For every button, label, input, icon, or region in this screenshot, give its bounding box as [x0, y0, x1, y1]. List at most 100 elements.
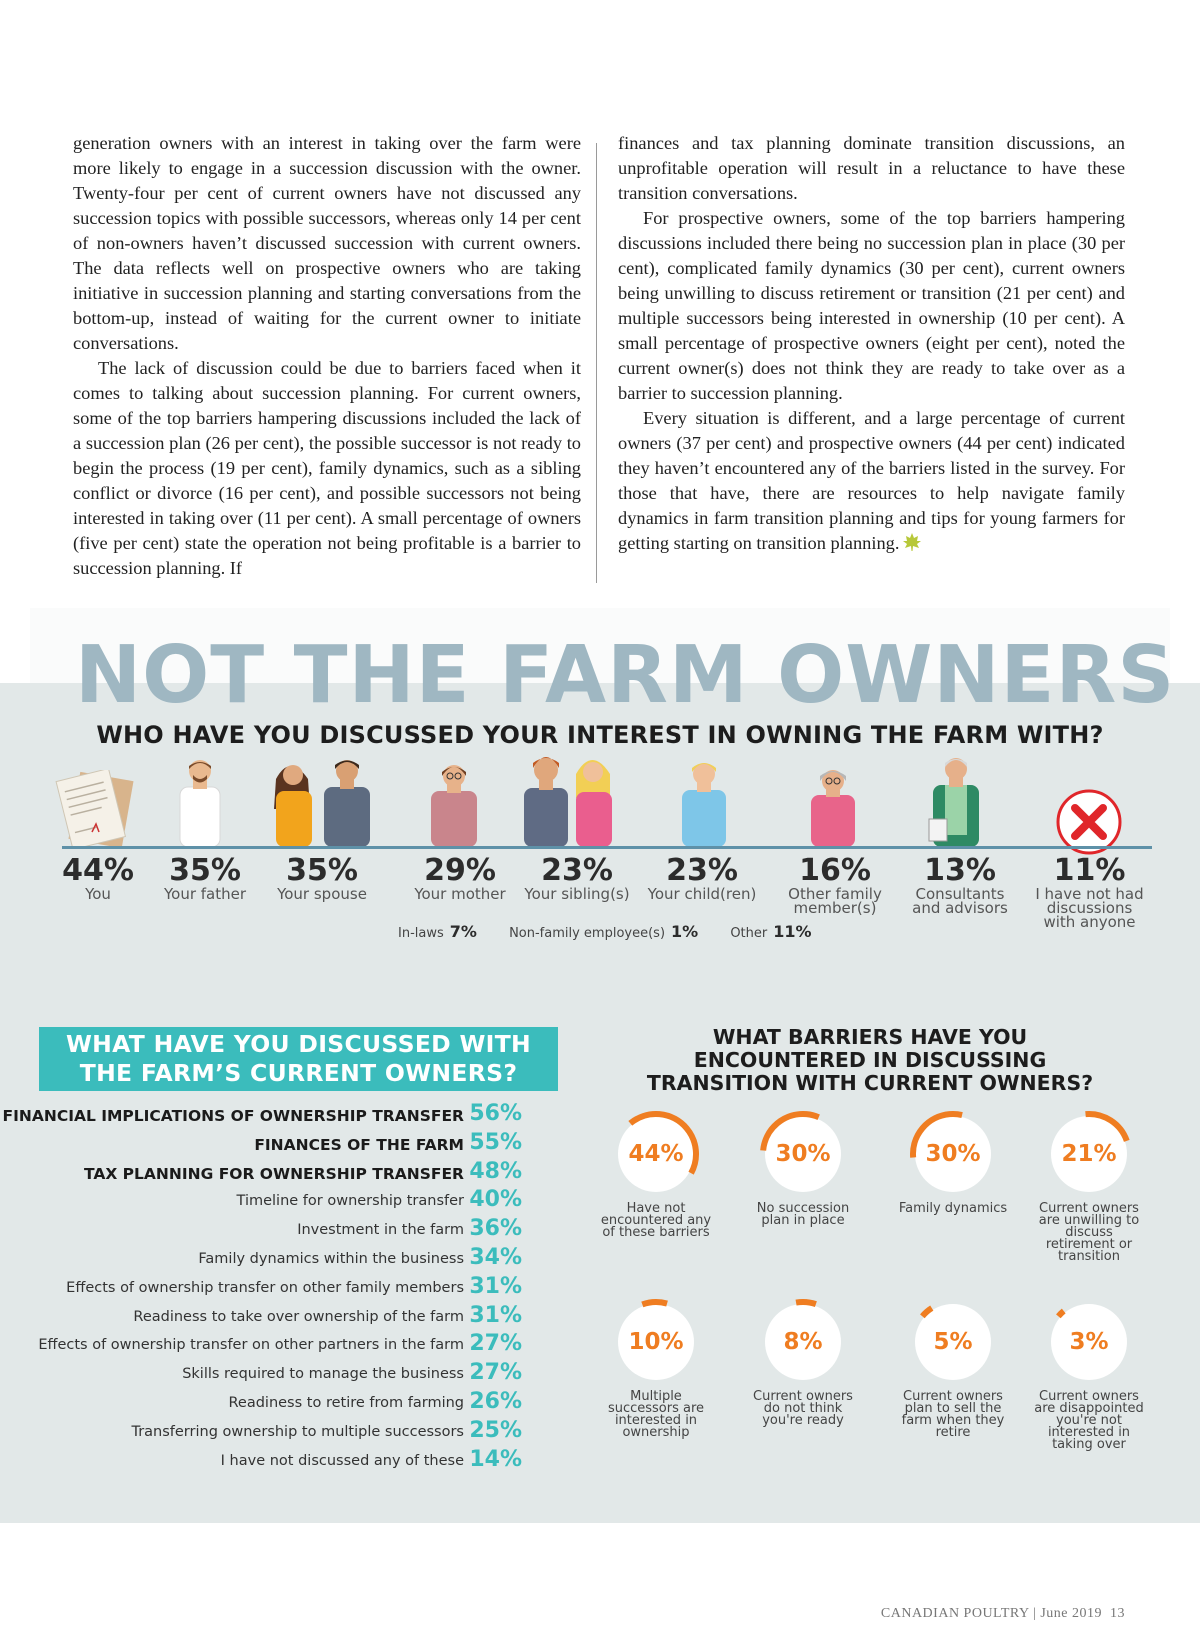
- discussed-label: Investment in the farm: [297, 1222, 464, 1239]
- discussed-row: Investment in the farm 36%: [30, 1216, 530, 1245]
- discussed-label: I have not discussed any of these: [220, 1452, 464, 1469]
- siblings-icon: [524, 757, 612, 847]
- barrier-label: Family dynamics: [898, 1201, 1008, 1216]
- discussed-list: FINANCIAL IMPLICATIONS OF OWNERSHIP TRAN…: [3, 1101, 530, 1475]
- barrier-ring-disc: [915, 1116, 991, 1192]
- who-label: You: [85, 885, 111, 903]
- figure-baseline: [62, 846, 1152, 849]
- discussed-pct: 31%: [469, 1273, 522, 1299]
- barrier-label: Current owners plan to sell the farm whe…: [901, 1389, 1005, 1440]
- discussed-pct: 48%: [469, 1158, 522, 1184]
- barrier-ring-graphic: [760, 1299, 846, 1385]
- question-who-discussed: WHO HAVE YOU DISCUSSED YOUR INTEREST IN …: [96, 721, 1104, 749]
- minor-label: Non-family employee(s): [509, 926, 666, 941]
- who-label: Your child(ren): [647, 885, 757, 903]
- who-pct: 13%: [924, 853, 996, 888]
- barrier-ring: 44%: [611, 1109, 701, 1199]
- discussed-label: Effects of ownership transfer on other p…: [38, 1337, 464, 1354]
- who-pct: 16%: [799, 853, 871, 888]
- discussed-heading: WHAT HAVE YOU DISCUSSED WITH THE FARM’S …: [39, 1027, 558, 1091]
- discussed-row: Skills required to manage the business 27…: [30, 1360, 530, 1389]
- minor-label: Other: [730, 926, 768, 941]
- discussed-label: TAX PLANNING FOR OWNERSHIP TRANSFER: [83, 1164, 464, 1183]
- child-icon: [682, 763, 726, 847]
- who-label: Your sibling(s): [524, 885, 630, 903]
- discussed-row: Readiness to take over ownership of the …: [30, 1303, 530, 1332]
- barrier-pct: 21%: [1061, 1141, 1117, 1167]
- discussed-label: Family dynamics within the business: [198, 1250, 464, 1267]
- barrier-pct: 5%: [933, 1329, 973, 1355]
- barrier-pct: 44%: [628, 1141, 684, 1167]
- discussed-pct: 27%: [469, 1331, 522, 1357]
- discussed-row: Family dynamics within the business 34%: [30, 1245, 530, 1274]
- barrier-ring-disc: [765, 1116, 841, 1192]
- discussed-label: FINANCES OF THE FARM: [254, 1135, 464, 1154]
- barrier-label: Multiple successors are interested in ow…: [607, 1389, 705, 1440]
- x-icon: [1056, 789, 1122, 855]
- who-item: 29% Your mother: [400, 855, 520, 903]
- barrier-arc: [910, 1111, 996, 1197]
- page-number: 13: [1110, 1606, 1125, 1621]
- minor-pct: 11%: [773, 922, 812, 941]
- barrier-ring-graphic: [1046, 1299, 1132, 1385]
- who-pct: 23%: [541, 853, 613, 888]
- discussed-pct: 34%: [469, 1244, 522, 1270]
- who-pct: 23%: [666, 853, 738, 888]
- minor-pct: 1%: [671, 922, 699, 941]
- discussed-row: Transferring ownership to multiple succe…: [30, 1418, 530, 1447]
- barrier-ring-graphic: [910, 1111, 996, 1197]
- discussed-pct: 40%: [469, 1187, 522, 1213]
- barrier-ring-graphic: [613, 1299, 699, 1385]
- minor-item: Other 11%: [730, 922, 811, 941]
- who-pct: 11%: [1053, 853, 1126, 888]
- who-item: 16% Other family member(s): [775, 853, 895, 916]
- barrier-arc: [613, 1299, 699, 1385]
- barrier-ring: 8%: [758, 1297, 848, 1387]
- spouse-icon: [274, 760, 370, 847]
- article-paragraph: generation owners with an interest in ta…: [73, 133, 581, 353]
- barrier-ring-graphic: [613, 1111, 699, 1197]
- who-label: Your mother: [414, 885, 506, 903]
- discussed-pct: 26%: [469, 1388, 522, 1414]
- who-item: 44% You: [38, 855, 158, 903]
- barrier-ring-graphic: [910, 1299, 996, 1385]
- who-item: 35% Your spouse: [262, 853, 382, 903]
- who-pct: 35%: [286, 853, 358, 888]
- discussed-label: Readiness to retire from farming: [228, 1394, 464, 1411]
- discussed-row: Timeline for ownership transfer 40%: [30, 1187, 530, 1216]
- discussed-label: Transferring ownership to multiple succe…: [131, 1423, 464, 1440]
- barrier-label: No succession plan in place: [756, 1201, 850, 1228]
- footer-text: CANADIAN POULTRY | June 2019: [880, 1606, 1102, 1621]
- barrier-ring: 21%: [1044, 1109, 1134, 1199]
- barrier-ring: 30%: [758, 1109, 848, 1199]
- discussed-pct: 36%: [469, 1216, 522, 1242]
- barrier-pct: 8%: [783, 1329, 823, 1355]
- minor-pct: 7%: [449, 922, 477, 941]
- infographic-header-background: [30, 608, 1170, 684]
- barrier-ring-disc: [1051, 1116, 1127, 1192]
- father-icon: [179, 760, 221, 847]
- who-item: 13% Consultants and advisors: [900, 853, 1020, 916]
- barrier-pct: 30%: [775, 1141, 831, 1167]
- discussed-pct: 27%: [469, 1360, 522, 1386]
- discussed-pct: 14%: [469, 1446, 522, 1472]
- discussed-pct: 25%: [469, 1417, 522, 1443]
- barrier-pct: 30%: [925, 1141, 981, 1167]
- who-pct: 35%: [169, 853, 241, 888]
- discussed-row: FINANCES OF THE FARM 55%: [30, 1130, 530, 1159]
- barrier-label: Current owners do not think you're ready: [753, 1389, 853, 1428]
- barrier-ring-disc: [765, 1304, 841, 1380]
- barrier-ring-disc: [1051, 1304, 1127, 1380]
- barrier-ring-graphic: [760, 1111, 846, 1197]
- who-label: Your spouse: [277, 885, 367, 903]
- barrier-ring-disc: [618, 1116, 694, 1192]
- article-paragraph: The lack of discussion could be due to b…: [73, 358, 581, 578]
- discussed-label: Skills required to manage the business: [182, 1366, 464, 1383]
- barrier-arc: [1046, 1299, 1132, 1385]
- barrier-ring: 30%: [908, 1109, 998, 1199]
- mother-icon: [431, 765, 477, 847]
- barrier-ring-disc: [618, 1304, 694, 1380]
- who-label: Your father: [163, 885, 247, 903]
- discussed-pct: 31%: [469, 1302, 522, 1328]
- column-divider: [596, 143, 597, 583]
